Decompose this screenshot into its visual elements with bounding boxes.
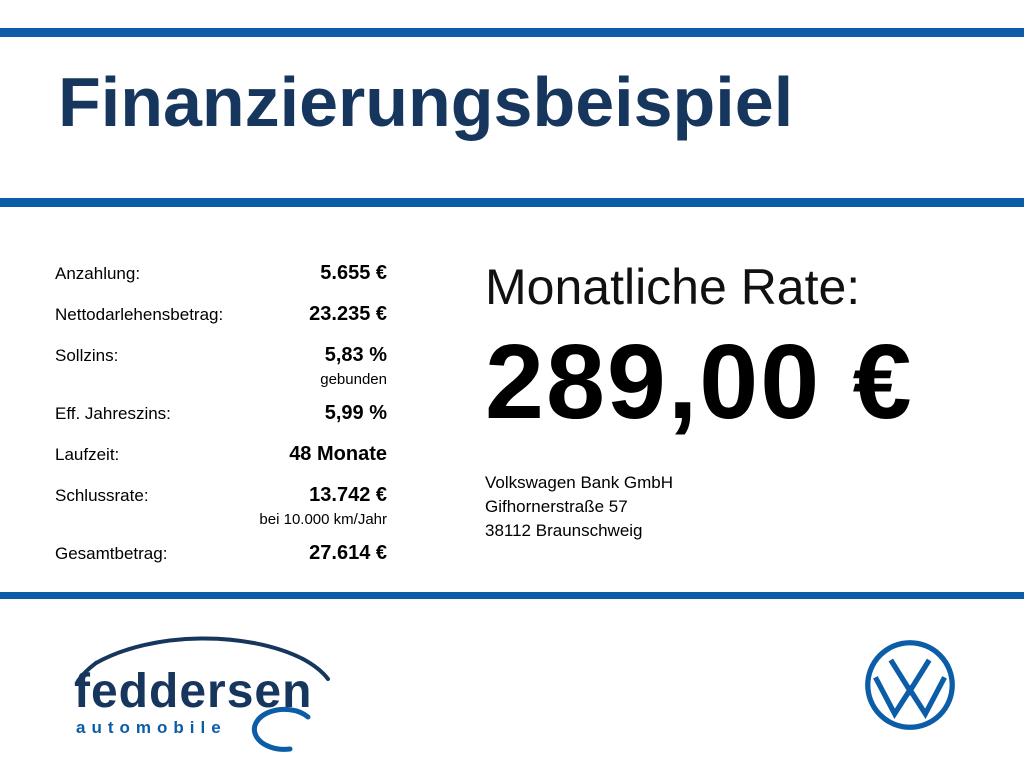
finance-label: Sollzins:	[55, 346, 119, 365]
dealer-logo: feddersen automobile	[48, 625, 378, 760]
bank-street: Gifhornerstraße 57	[485, 497, 628, 516]
bottom-divider	[0, 592, 1024, 599]
bank-city: 38112 Braunschweig	[485, 521, 643, 540]
finance-value: 5,83 %	[324, 344, 387, 366]
finance-label: Nettodarlehensbetrag:	[55, 305, 224, 324]
monthly-rate-panel: Monatliche Rate: 289,00 € Volkswagen Ban…	[485, 258, 1005, 543]
finance-value: 23.235 €	[309, 303, 387, 325]
finance-label: Laufzeit:	[55, 445, 120, 464]
bank-address: Volkswagen Bank GmbH Gifhornerstraße 57 …	[485, 471, 1005, 543]
finance-value: 5.655 €	[320, 262, 387, 284]
finance-label: Eff. Jahreszins:	[55, 404, 171, 423]
finance-row-nettodarlehensbetrag: Nettodarlehensbetrag: 23.235 €	[55, 303, 387, 326]
vw-logo-icon	[862, 637, 958, 738]
finance-value: 5,99 %	[324, 402, 387, 424]
finance-note: gebunden	[320, 371, 387, 388]
car-roof-outline	[94, 636, 305, 665]
bank-name: Volkswagen Bank GmbH	[485, 473, 674, 492]
finance-row-anzahlung: Anzahlung: 5.655 €	[55, 262, 387, 285]
footer: feddersen automobile	[0, 599, 1024, 768]
finance-value: 48 Monate	[289, 443, 387, 465]
finance-row-laufzeit: Laufzeit: 48 Monate	[55, 443, 387, 466]
title-divider	[0, 198, 1024, 207]
monthly-rate-value: 289,00 €	[485, 323, 914, 441]
vw-logo-graphic	[865, 640, 955, 730]
finance-label: Anzahlung:	[55, 264, 141, 283]
finance-value: 27.614 €	[309, 542, 387, 564]
dealer-sub-text: automobile	[76, 718, 227, 737]
vw-w-mark	[873, 676, 947, 720]
vw-circle	[865, 640, 955, 730]
finance-note: bei 10.000 km/Jahr	[259, 511, 387, 528]
monthly-rate-label: Monatliche Rate:	[485, 259, 861, 315]
car-front-outline	[76, 661, 98, 683]
finance-row-gesamtbetrag: Gesamtbetrag: 27.614 €	[55, 542, 387, 565]
finance-row-sollzins: Sollzins: 5,83 %	[55, 344, 387, 367]
logo-swoosh	[251, 706, 311, 752]
finance-label: Gesamtbetrag:	[55, 544, 168, 563]
finance-value: 13.742 €	[309, 484, 387, 506]
car-rear-outline	[301, 657, 330, 681]
finance-table: Anzahlung: 5.655 € Nettodarlehensbetrag:…	[55, 262, 387, 583]
dealer-logo-graphic: feddersen automobile	[74, 636, 330, 752]
finance-row-eff-jahreszins: Eff. Jahreszins: 5,99 %	[55, 402, 387, 425]
finance-row-schlussrate: Schlussrate: 13.742 €	[55, 484, 387, 507]
page-title: Finanzierungsbeispiel	[58, 63, 794, 141]
finance-label: Schlussrate:	[55, 486, 149, 505]
top-divider	[0, 28, 1024, 37]
